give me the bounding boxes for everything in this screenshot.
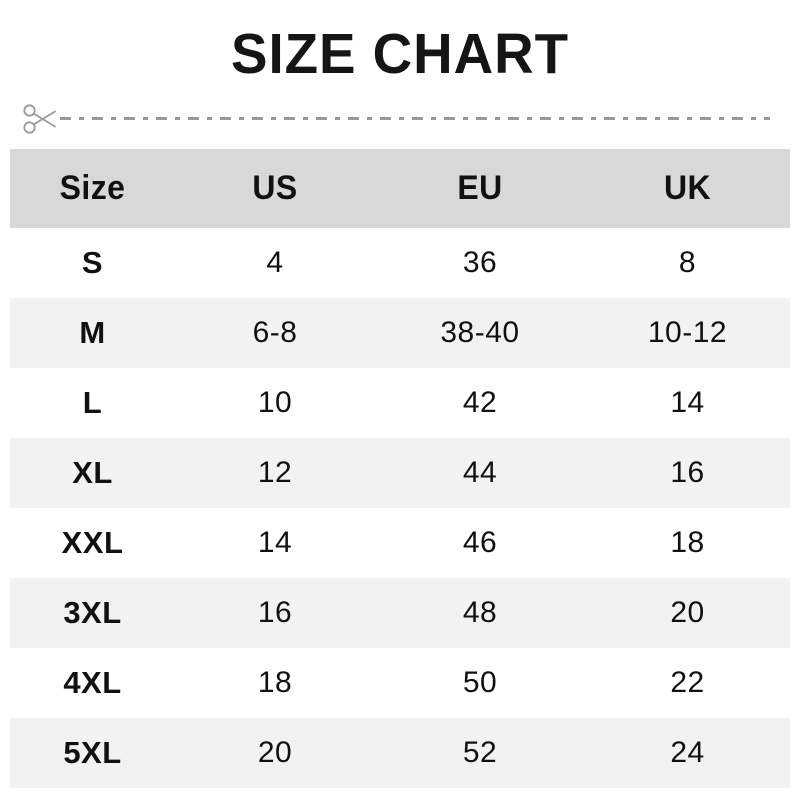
page-title: SIZE CHART — [231, 22, 569, 86]
cell-us: 12 — [257, 456, 293, 489]
cell-eu: 48 — [462, 596, 498, 629]
table-header-row: Size US EU UK — [10, 149, 790, 228]
column-header-us: US — [252, 169, 298, 207]
cell-size: 3XL — [63, 595, 122, 630]
size-table-container: Size US EU UK S 4 36 8 M 6-8 38-40 10-12 — [10, 149, 790, 788]
table-header: Size US EU UK — [10, 149, 790, 228]
cell-us: 14 — [257, 526, 293, 559]
table-row: 4XL 18 50 22 — [10, 648, 790, 718]
scissors-icon — [22, 102, 58, 136]
cell-uk: 18 — [670, 526, 705, 559]
cell-uk: 16 — [670, 456, 705, 489]
table-row: L 10 42 14 — [10, 368, 790, 438]
cell-eu: 52 — [462, 736, 498, 769]
column-header-uk: UK — [663, 169, 712, 207]
size-table: Size US EU UK S 4 36 8 M 6-8 38-40 10-12 — [10, 149, 790, 788]
cell-eu: 38-40 — [440, 316, 520, 349]
cell-us: 16 — [257, 596, 293, 629]
cell-size: XL — [72, 455, 113, 490]
cell-size: L — [82, 385, 103, 420]
cell-us: 4 — [266, 246, 284, 279]
cell-size: 4XL — [63, 665, 122, 700]
table-row: XL 12 44 16 — [10, 438, 790, 508]
cell-size: M — [79, 315, 106, 350]
cut-line — [22, 100, 778, 138]
cell-eu: 42 — [462, 386, 498, 419]
cell-eu: 46 — [462, 526, 498, 559]
table-row: M 6-8 38-40 10-12 — [10, 298, 790, 368]
cell-uk: 22 — [670, 666, 705, 699]
cell-size: XXL — [61, 525, 124, 560]
cell-uk: 10-12 — [647, 316, 728, 349]
column-header-eu: EU — [457, 169, 503, 207]
cell-eu: 44 — [462, 456, 498, 489]
title-bar: SIZE CHART — [0, 26, 800, 83]
cell-uk: 20 — [670, 596, 705, 629]
cell-us: 10 — [257, 386, 293, 419]
table-body: S 4 36 8 M 6-8 38-40 10-12 L 10 42 14 — [10, 228, 790, 788]
cell-us: 20 — [257, 736, 293, 769]
cell-size: S — [81, 245, 104, 280]
cell-uk: 14 — [670, 386, 705, 419]
cell-us: 18 — [257, 666, 293, 699]
cell-us: 6-8 — [252, 316, 298, 349]
table-row: 3XL 16 48 20 — [10, 578, 790, 648]
table-row: S 4 36 8 — [10, 228, 790, 298]
table-row: 5XL 20 52 24 — [10, 718, 790, 788]
table-row: XXL 14 46 18 — [10, 508, 790, 578]
dashed-cut-rule — [60, 117, 770, 120]
cell-size: 5XL — [63, 735, 122, 770]
cell-uk: 24 — [670, 736, 705, 769]
cell-uk: 8 — [678, 246, 697, 279]
cell-eu: 36 — [462, 246, 498, 279]
cell-eu: 50 — [462, 666, 498, 699]
column-header-size: Size — [59, 169, 126, 207]
